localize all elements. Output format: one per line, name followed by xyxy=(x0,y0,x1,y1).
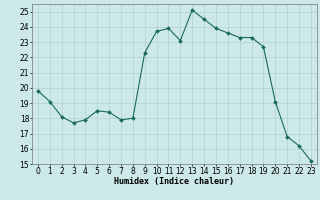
X-axis label: Humidex (Indice chaleur): Humidex (Indice chaleur) xyxy=(115,177,234,186)
